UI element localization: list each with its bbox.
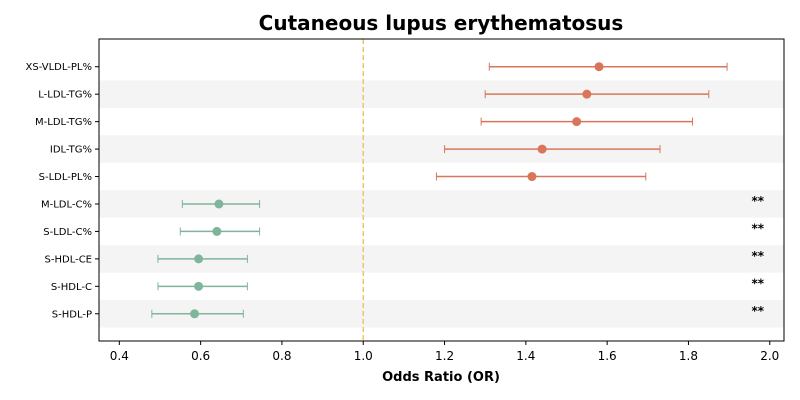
y-tick-label: IDL-TG% [50,145,92,156]
chart-title: Cutaneous lupus erythematosus [259,11,624,35]
ci-M-LDL-TG% [480,117,694,126]
y-tick-label: M-LDL-C% [41,199,92,210]
or-point [212,226,222,236]
or-point [214,199,224,209]
y-axis-ticks: XS-VLDL-PL% L-LDL-TG% M-LDL-TG% IDL-TG% S-LD… [26,62,99,320]
y-tick-label: L-LDL-TG% [38,90,92,101]
x-tick-label: 2.0 [760,349,779,363]
or-point [194,281,204,291]
x-tick-label: 1.0 [354,349,373,363]
ci-L-LDL-TG% [484,90,710,99]
y-tick-label: S-HDL-P [52,309,92,320]
significance-marker: ** [751,276,764,290]
significance-marker: ** [751,249,764,263]
ci-XS-VLDL-PL% [488,62,728,71]
x-tick-label: 1.8 [679,349,698,363]
y-tick-label: S-LDL-PL% [39,172,92,183]
x-tick-label: 1.2 [435,349,454,363]
x-tick-label: 0.6 [191,349,210,363]
y-tick-label: S-HDL-C [51,282,92,293]
or-point [190,309,200,319]
x-axis-label: Odds Ratio (OR) [382,370,500,385]
x-tick-label: 1.4 [516,349,535,363]
x-axis-ticks: 0.4 0.6 0.8 1.0 1.2 1.4 1.6 1.8 2.0 [110,341,779,363]
or-point [537,144,547,154]
or-point [594,62,604,72]
odds-ratio-points [190,62,604,319]
or-point [582,89,592,99]
or-point [572,117,582,127]
significance-marker: ** [751,304,764,318]
ci-IDL-TG% [444,145,661,154]
plot-frame [98,38,785,342]
y-tick-label: S-HDL-CE [45,254,92,265]
row-band [99,135,784,163]
significance-labels: ** ** ** ** ** [751,194,764,318]
or-point [194,254,204,264]
y-tick-label: XS-VLDL-PL% [26,62,92,73]
y-tick-label: M-LDL-TG% [35,117,92,128]
y-tick-label: S-LDL-C% [43,227,92,238]
or-point [527,172,537,182]
significance-marker: ** [751,194,764,208]
significance-marker: ** [751,221,764,235]
x-tick-label: 0.8 [272,349,291,363]
x-tick-label: 0.4 [110,349,129,363]
ci-S-LDL-PL% [435,172,647,181]
x-tick-label: 1.6 [598,349,617,363]
confidence-intervals [151,62,728,318]
